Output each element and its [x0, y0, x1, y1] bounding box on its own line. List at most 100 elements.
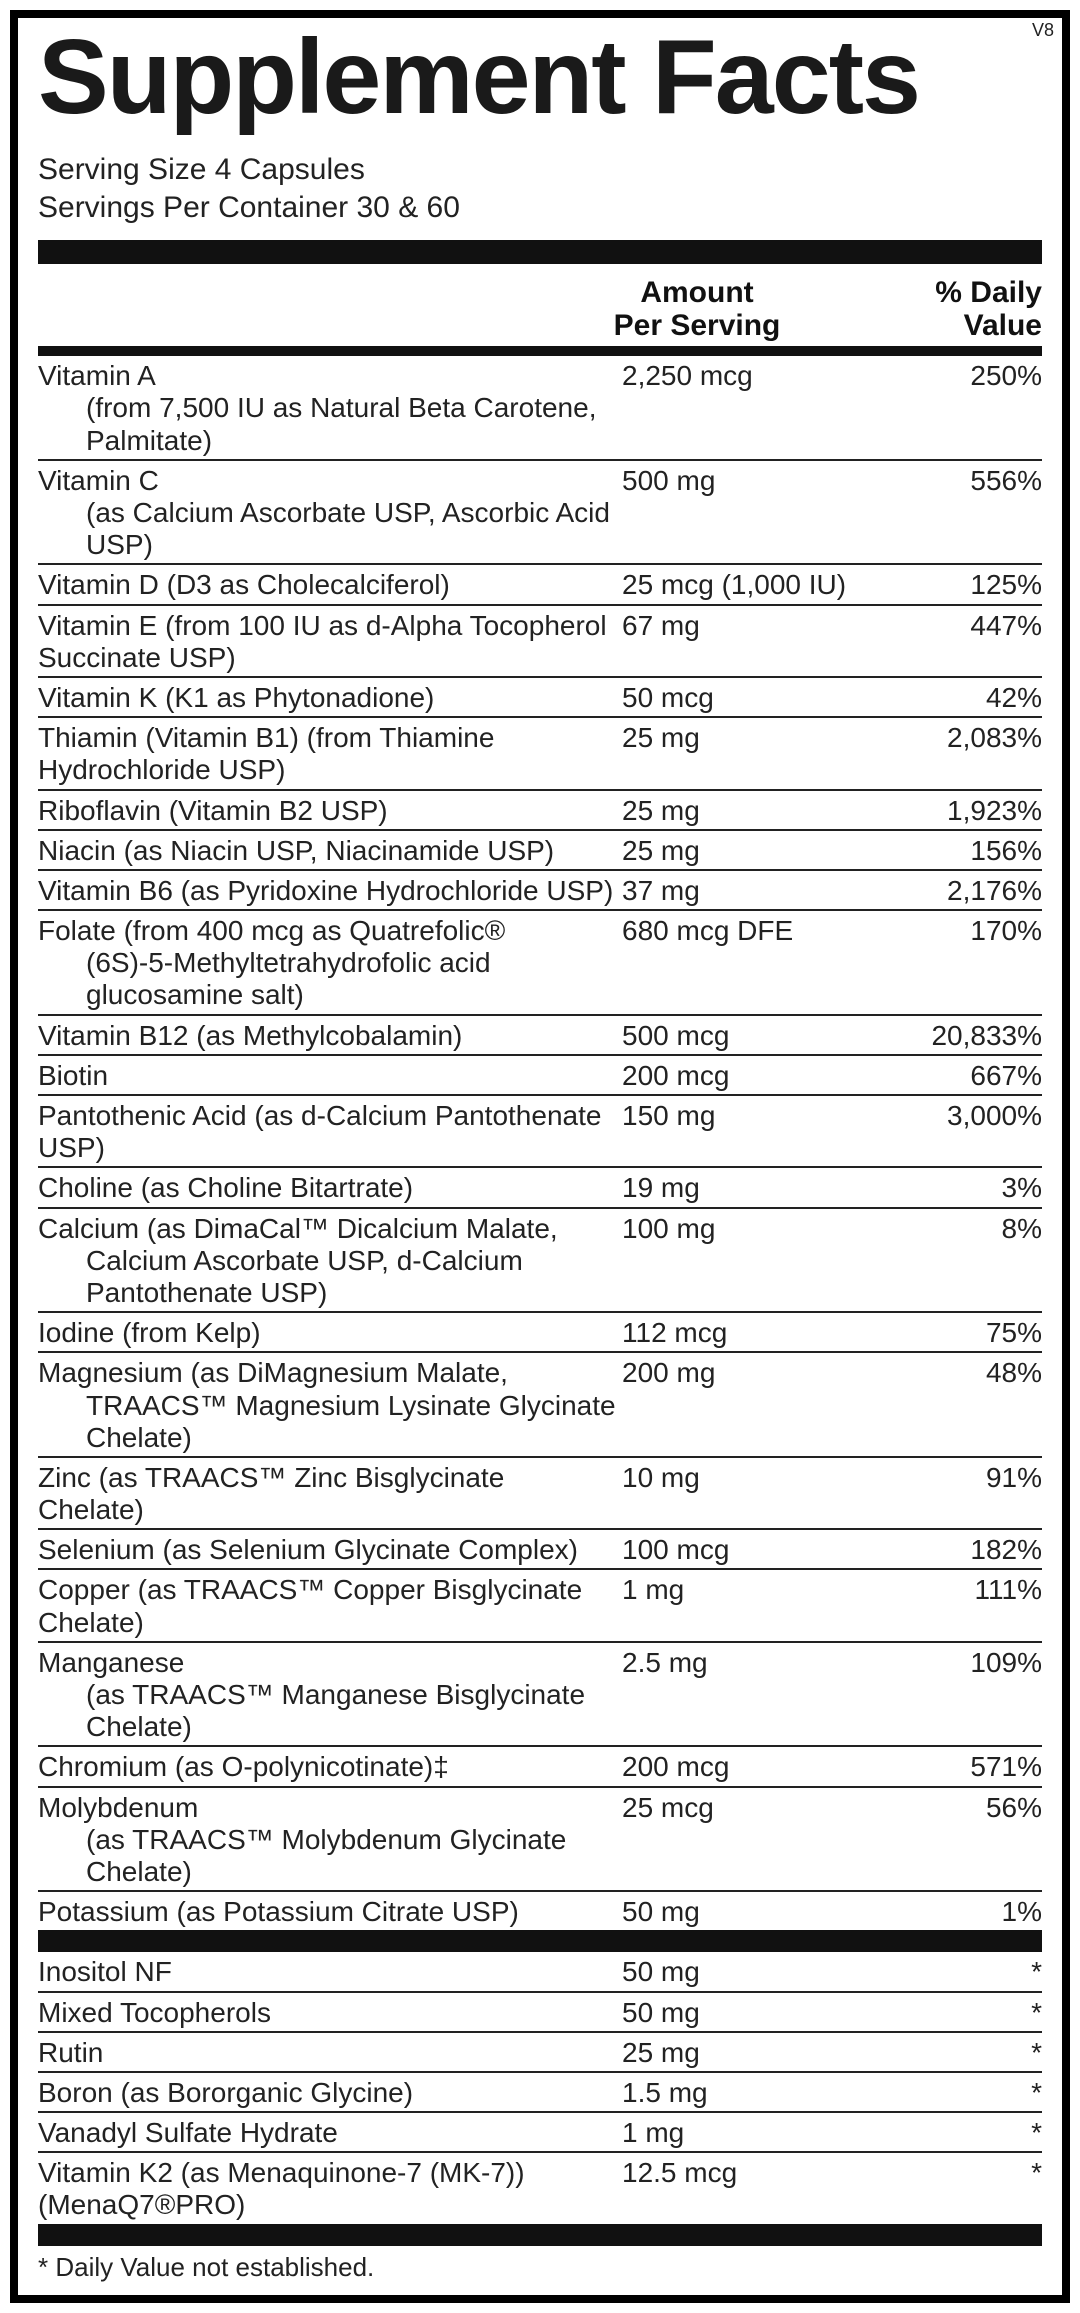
daily-value: 109%	[872, 1647, 1042, 1679]
amount-per-serving: 500 mcg	[622, 1020, 872, 1052]
amount-per-serving: 1 mg	[622, 1574, 872, 1606]
nutrient-name: Vitamin K (K1 as Phytonadione)	[38, 682, 622, 714]
nutrient-sub: (from 7,500 IU as Natural Beta Carotene,…	[38, 392, 616, 456]
table-row: Mixed Tocopherols50 mg*	[38, 1993, 1042, 2033]
daily-value: 3,000%	[872, 1100, 1042, 1132]
nutrient-name: Vitamin E (from 100 IU as d-Alpha Tocoph…	[38, 610, 622, 674]
table-row: Pantothenic Acid (as d-Calcium Pantothen…	[38, 1096, 1042, 1168]
table-row: Biotin200 mcg667%	[38, 1056, 1042, 1096]
table-row: Vanadyl Sulfate Hydrate1 mg*	[38, 2113, 1042, 2153]
nutrient-name: Chromium (as O-polynicotinate)‡	[38, 1751, 622, 1783]
amount-per-serving: 25 mg	[622, 795, 872, 827]
table-row: Folate (from 400 mcg as Quatrefolic®(6S)…	[38, 911, 1042, 1016]
nutrient-name: Molybdenum(as TRAACS™ Molybdenum Glycina…	[38, 1792, 622, 1889]
serving-size: Serving Size 4 Capsules	[38, 151, 1042, 189]
table-row: Selenium (as Selenium Glycinate Complex)…	[38, 1530, 1042, 1570]
daily-value: 182%	[872, 1534, 1042, 1566]
table-row: Chromium (as O-polynicotinate)‡200 mcg57…	[38, 1747, 1042, 1787]
table-row: Copper (as TRAACS™ Copper Bisglycinate C…	[38, 1570, 1042, 1642]
table-row: Thiamin (Vitamin B1) (from Thiamine Hydr…	[38, 718, 1042, 790]
table-row: Vitamin B6 (as Pyridoxine Hydrochloride …	[38, 871, 1042, 911]
column-headers: AmountPer Serving % DailyValue	[38, 270, 1042, 356]
daily-value: 667%	[872, 1060, 1042, 1092]
nutrient-name: Mixed Tocopherols	[38, 1997, 622, 2029]
footnote: * Daily Value not established.	[38, 2246, 1042, 2283]
amount-per-serving: 1.5 mg	[622, 2077, 872, 2109]
nutrient-name: Riboflavin (Vitamin B2 USP)	[38, 795, 622, 827]
amount-per-serving: 2.5 mg	[622, 1647, 872, 1679]
nutrient-name: Zinc (as TRAACS™ Zinc Bisglycinate Chela…	[38, 1462, 622, 1526]
amount-per-serving: 25 mcg	[622, 1792, 872, 1824]
amount-per-serving: 200 mcg	[622, 1751, 872, 1783]
amount-per-serving: 500 mg	[622, 465, 872, 497]
table-row: Vitamin B12 (as Methylcobalamin)500 mcg2…	[38, 1016, 1042, 1056]
table-row: Riboflavin (Vitamin B2 USP)25 mg1,923%	[38, 791, 1042, 831]
amount-per-serving: 25 mcg (1,000 IU)	[622, 569, 872, 601]
nutrient-name: Manganese(as TRAACS™ Manganese Bisglycin…	[38, 1647, 622, 1744]
nutrient-sub: (6S)-5-Methyltetrahydrofolic acid glucos…	[38, 947, 616, 1011]
amount-per-serving: 50 mg	[622, 1997, 872, 2029]
daily-value: *	[872, 1956, 1042, 1988]
table-row: Vitamin E (from 100 IU as d-Alpha Tocoph…	[38, 606, 1042, 678]
nutrient-name: Pantothenic Acid (as d-Calcium Pantothen…	[38, 1100, 622, 1164]
nutrient-name: Rutin	[38, 2037, 622, 2069]
table-row: Niacin (as Niacin USP, Niacinamide USP)2…	[38, 831, 1042, 871]
amount-per-serving: 19 mg	[622, 1172, 872, 1204]
table-row: Potassium (as Potassium Citrate USP)50 m…	[38, 1892, 1042, 1930]
amount-per-serving: 25 mg	[622, 2037, 872, 2069]
serving-info: Serving Size 4 Capsules Servings Per Con…	[38, 151, 1042, 226]
nutrient-name: Folate (from 400 mcg as Quatrefolic®(6S)…	[38, 915, 622, 1012]
nutrient-name: Copper (as TRAACS™ Copper Bisglycinate C…	[38, 1574, 622, 1638]
nutrient-name: Vitamin B12 (as Methylcobalamin)	[38, 1020, 622, 1052]
daily-value: 91%	[872, 1462, 1042, 1494]
table-row: Vitamin K (K1 as Phytonadione)50 mcg42%	[38, 678, 1042, 718]
daily-value: 156%	[872, 835, 1042, 867]
amount-per-serving: 112 mcg	[622, 1317, 872, 1349]
nutrient-name: Vitamin K2 (as Menaquinone-7 (MK-7)) (Me…	[38, 2157, 622, 2221]
table-row: Iodine (from Kelp)112 mcg75%	[38, 1313, 1042, 1353]
nutrient-sub: (as TRAACS™ Manganese Bisglycinate Chela…	[38, 1679, 616, 1743]
panel-title: Supplement Facts	[38, 22, 1042, 133]
daily-value: 111%	[872, 1574, 1042, 1606]
daily-value: 8%	[872, 1213, 1042, 1245]
nutrient-name: Inositol NF	[38, 1956, 622, 1988]
nutrient-name: Biotin	[38, 1060, 622, 1092]
table-row: Vitamin D (D3 as Cholecalciferol)25 mcg …	[38, 565, 1042, 605]
daily-value: 125%	[872, 569, 1042, 601]
table-row: Calcium (as DimaCal™ Dicalcium Malate,Ca…	[38, 1209, 1042, 1314]
daily-value: 3%	[872, 1172, 1042, 1204]
nutrient-name: Selenium (as Selenium Glycinate Complex)	[38, 1534, 622, 1566]
daily-value: *	[872, 1997, 1042, 2029]
amount-per-serving: 67 mg	[622, 610, 872, 642]
amount-per-serving: 680 mcg DFE	[622, 915, 872, 947]
table-row: Molybdenum(as TRAACS™ Molybdenum Glycina…	[38, 1788, 1042, 1893]
amount-per-serving: 150 mg	[622, 1100, 872, 1132]
daily-value: 20,833%	[872, 1020, 1042, 1052]
amount-per-serving: 200 mcg	[622, 1060, 872, 1092]
table-row: Boron (as Bororganic Glycine)1.5 mg*	[38, 2073, 1042, 2113]
daily-value: 1%	[872, 1896, 1042, 1928]
daily-value: 75%	[872, 1317, 1042, 1349]
daily-value: 250%	[872, 360, 1042, 392]
daily-value: 42%	[872, 682, 1042, 714]
section-divider-bottom	[38, 2224, 1042, 2246]
daily-value: 56%	[872, 1792, 1042, 1824]
header-dv: % DailyValue	[842, 276, 1042, 342]
nutrient-rows-secondary: Inositol NF50 mg*Mixed Tocopherols50 mg*…	[38, 1952, 1042, 2223]
nutrient-name: Niacin (as Niacin USP, Niacinamide USP)	[38, 835, 622, 867]
nutrient-name: Vitamin B6 (as Pyridoxine Hydrochloride …	[38, 875, 622, 907]
divider-bar	[38, 240, 1042, 264]
version-label: V8	[1032, 20, 1054, 41]
daily-value: *	[872, 2117, 1042, 2149]
table-row: Vitamin A(from 7,500 IU as Natural Beta …	[38, 356, 1042, 461]
nutrient-sub: TRAACS™ Magnesium Lysinate Glycinate Che…	[38, 1390, 616, 1454]
daily-value: *	[872, 2157, 1042, 2189]
daily-value: 48%	[872, 1357, 1042, 1389]
nutrient-sub: (as TRAACS™ Molybdenum Glycinate Chelate…	[38, 1824, 616, 1888]
amount-per-serving: 10 mg	[622, 1462, 872, 1494]
amount-per-serving: 100 mg	[622, 1213, 872, 1245]
daily-value: 2,083%	[872, 722, 1042, 754]
table-row: Zinc (as TRAACS™ Zinc Bisglycinate Chela…	[38, 1458, 1042, 1530]
nutrient-name: Vitamin A(from 7,500 IU as Natural Beta …	[38, 360, 622, 457]
nutrient-name: Boron (as Bororganic Glycine)	[38, 2077, 622, 2109]
